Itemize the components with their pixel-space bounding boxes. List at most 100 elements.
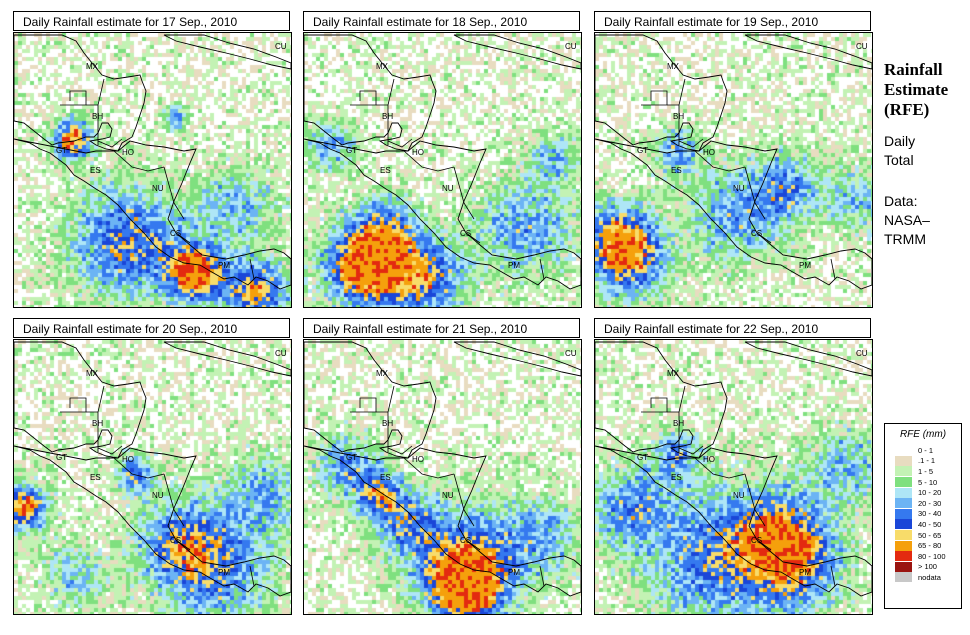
country-label-bh: BH (382, 112, 393, 121)
country-border (60, 90, 87, 106)
legend-label: 20 - 30 (918, 498, 942, 508)
panel-title: Daily Rainfall estimate for 18 Sep., 201… (303, 11, 580, 31)
country-border (678, 78, 686, 106)
coastline-overlay: CU MX BH GT HO ES NU CS PM (14, 34, 291, 290)
country-border (60, 397, 87, 413)
country-label-gt: GT (346, 453, 357, 462)
legend-swatch (895, 572, 912, 583)
country-label-ho: HO (412, 455, 424, 464)
coastline (304, 445, 581, 597)
country-border (694, 457, 746, 479)
country-border (113, 150, 165, 172)
country-label-gt: GT (56, 453, 67, 462)
legend-swatch (895, 498, 912, 509)
panel-title: Daily Rainfall estimate for 22 Sep., 201… (594, 318, 871, 338)
legend-entry: 10 - 20 (885, 487, 961, 498)
legend-entry: 30 - 40 (885, 508, 961, 520)
country-border (163, 166, 185, 220)
country-border (86, 104, 99, 145)
rainfall-map: CU MX BH GT HO ES NU CS PM (13, 339, 292, 615)
country-border (465, 232, 481, 244)
country-label-ho: HO (703, 455, 715, 464)
country-label-pm: PM (508, 568, 520, 577)
legend-label: nodata (918, 572, 941, 582)
country-border (175, 539, 191, 551)
country-border (249, 258, 255, 280)
rainfall-map: CU MX BH GT HO ES NU CS PM (594, 339, 873, 615)
country-border (694, 150, 746, 172)
country-label-ho: HO (122, 148, 134, 157)
daily-total-label: Daily Total (884, 132, 915, 170)
country-border (539, 565, 545, 587)
legend-title: RFE (mm) (899, 429, 947, 440)
country-label-nu: NU (152, 491, 164, 500)
legend-entry: .1 - 1 (885, 455, 961, 467)
coastline-overlay: CU MX BH GT HO ES NU CS PM (595, 341, 872, 597)
coastline (595, 138, 872, 290)
country-label-nu: NU (152, 184, 164, 193)
country-border (678, 385, 686, 413)
legend-swatch (895, 477, 912, 488)
coastline (14, 34, 147, 152)
country-border (667, 411, 680, 452)
country-border (350, 397, 377, 413)
total-line: Total (884, 152, 914, 168)
data-line: TRMM (884, 231, 926, 247)
country-label-mx: MX (667, 369, 680, 378)
country-border (249, 565, 255, 587)
legend-label: > 100 (918, 562, 937, 572)
country-label-mx: MX (86, 62, 99, 71)
coastline-overlay: CU MX BH GT HO ES NU CS PM (304, 34, 581, 290)
legend-label: 65 - 80 (918, 541, 942, 551)
rainfall-map: CU MX BH GT HO ES NU CS PM (13, 32, 292, 308)
country-border (403, 457, 455, 479)
legend-entry: nodata (885, 572, 961, 583)
country-border (453, 473, 475, 527)
cuba-coastline (744, 34, 872, 70)
country-label-bh: BH (673, 112, 684, 121)
country-border (387, 385, 395, 413)
legend-swatch (895, 445, 912, 456)
legend-entry: 65 - 80 (885, 540, 961, 551)
country-border (830, 258, 836, 280)
country-border (641, 397, 668, 413)
side-title-line: Estimate (884, 80, 949, 99)
country-label-cs: CS (751, 229, 762, 238)
rainfall-map: CU MX BH GT HO ES NU CS PM (594, 32, 873, 308)
country-label-nu: NU (733, 184, 745, 193)
coastline (595, 341, 728, 459)
country-label-ho: HO (412, 148, 424, 157)
country-label-es: ES (90, 473, 101, 482)
country-label-mx: MX (376, 369, 389, 378)
country-label-cs: CS (460, 536, 471, 545)
coastline (14, 445, 291, 597)
cuba-coastline (163, 34, 291, 70)
cuba-coastline (453, 34, 581, 70)
country-label-gt: GT (346, 146, 357, 155)
country-label-gt: GT (637, 146, 648, 155)
legend-entry: 5 - 10 (885, 477, 961, 488)
data-source-label: Data: NASA– TRMM (884, 192, 930, 249)
legend-entry: 20 - 30 (885, 498, 961, 509)
rainfall-map: CU MX BH GT HO ES NU CS PM (303, 32, 582, 308)
country-label-pm: PM (799, 568, 811, 577)
country-border (453, 166, 475, 220)
cuba-coastline (744, 341, 872, 377)
country-label-cu: CU (275, 42, 287, 51)
cuba-coastline (163, 341, 291, 377)
legend-swatch (895, 466, 912, 477)
country-border (830, 565, 836, 587)
legend-label: 5 - 10 (918, 477, 938, 487)
country-border (756, 539, 772, 551)
country-label-bh: BH (382, 419, 393, 428)
legend-label: 1 - 5 (918, 466, 934, 476)
country-label-cu: CU (856, 42, 868, 51)
country-label-bh: BH (92, 112, 103, 121)
country-border (97, 78, 105, 106)
coastline (304, 341, 437, 459)
country-label-gt: GT (56, 146, 67, 155)
country-border (744, 473, 766, 527)
country-border (387, 138, 413, 148)
